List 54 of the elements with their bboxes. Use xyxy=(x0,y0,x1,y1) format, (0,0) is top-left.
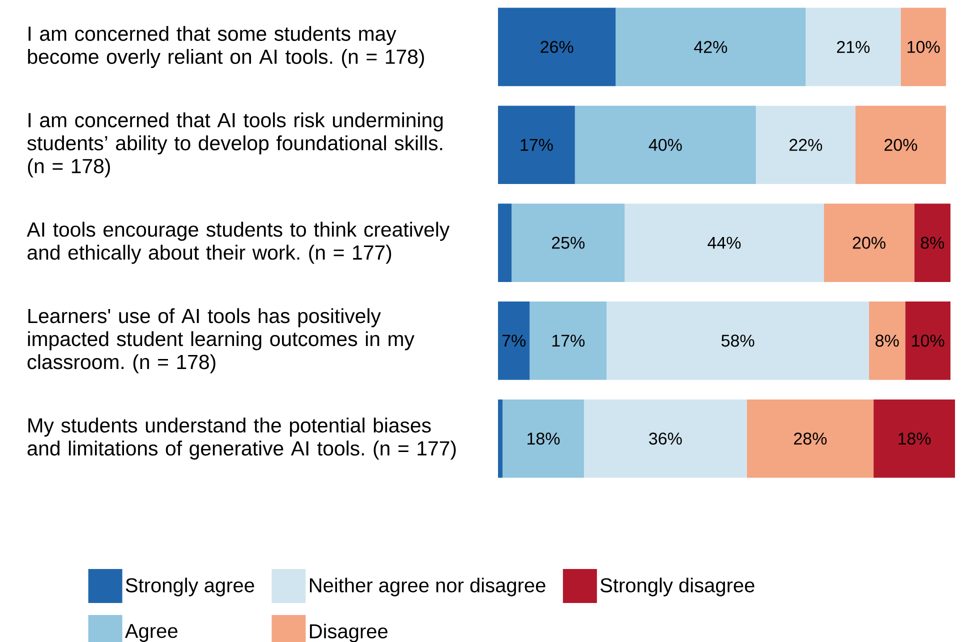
data-label: 44% xyxy=(708,236,741,249)
data-label: 42% xyxy=(694,40,728,53)
bar xyxy=(914,204,950,282)
data-label: 10% xyxy=(912,334,944,347)
bar xyxy=(498,399,503,478)
data-label: 25% xyxy=(552,236,585,249)
y-tick-label: I am concerned that AI tools risk undermining students’ ability to develop foundational skills. (n = 178) xyxy=(27,112,443,178)
bar xyxy=(512,204,625,282)
data-label: 22% xyxy=(790,138,822,151)
legend-label: Neither agree nor disagree xyxy=(310,578,546,596)
legend-label: Disagree xyxy=(310,624,388,642)
data-label: 7% xyxy=(502,334,526,347)
data-label: 40% xyxy=(648,138,682,151)
bar xyxy=(806,8,901,86)
bar xyxy=(498,302,530,380)
bar xyxy=(574,106,756,184)
bar xyxy=(584,399,747,478)
bar xyxy=(874,399,955,478)
bar xyxy=(905,302,950,380)
data-label: 20% xyxy=(852,236,886,249)
y-tick-label: My students understand the potential biases and limitations of generative AI tools. (n = 177) xyxy=(28,418,456,460)
data-label: 21% xyxy=(837,40,870,53)
bar xyxy=(502,399,584,478)
bar xyxy=(756,106,856,184)
y-tick-label: AI tools encourage students to think creatively and ethically about their work. (n = 177) xyxy=(26,222,450,264)
data-label: 17% xyxy=(520,138,553,151)
data-label: 10% xyxy=(908,40,940,53)
y-tick-label: Learners' use of AI tools has positively impacted student learning outcomes in my classroom. (n = 178) xyxy=(28,308,414,374)
bar xyxy=(616,8,806,86)
data-label: 8% xyxy=(876,334,899,347)
data-label: 26% xyxy=(540,40,574,53)
bar xyxy=(498,8,616,86)
data-label: 18% xyxy=(898,432,931,445)
data-label: 28% xyxy=(794,432,827,445)
data-label: 58% xyxy=(721,334,754,347)
bar xyxy=(869,302,906,380)
bar xyxy=(498,106,575,184)
bar xyxy=(606,302,870,380)
legend-label: Strongly disagree xyxy=(600,578,754,596)
data-label: 36% xyxy=(649,432,682,445)
legend-label: Strongly agree xyxy=(126,578,254,596)
bar xyxy=(746,399,874,478)
data-label: 8% xyxy=(920,236,944,249)
bar xyxy=(530,302,607,380)
data-label: 18% xyxy=(528,432,560,445)
bar xyxy=(855,106,946,184)
data-label: 17% xyxy=(552,334,585,347)
bar xyxy=(900,8,946,86)
bar xyxy=(498,204,512,282)
legend-label: Agree xyxy=(124,624,178,642)
bar xyxy=(624,204,824,282)
bar xyxy=(824,204,914,282)
y-tick-label: I am concerned that some students may become overly reliant on AI tools. (n = 178) xyxy=(28,26,424,68)
data-label: 20% xyxy=(884,138,918,151)
